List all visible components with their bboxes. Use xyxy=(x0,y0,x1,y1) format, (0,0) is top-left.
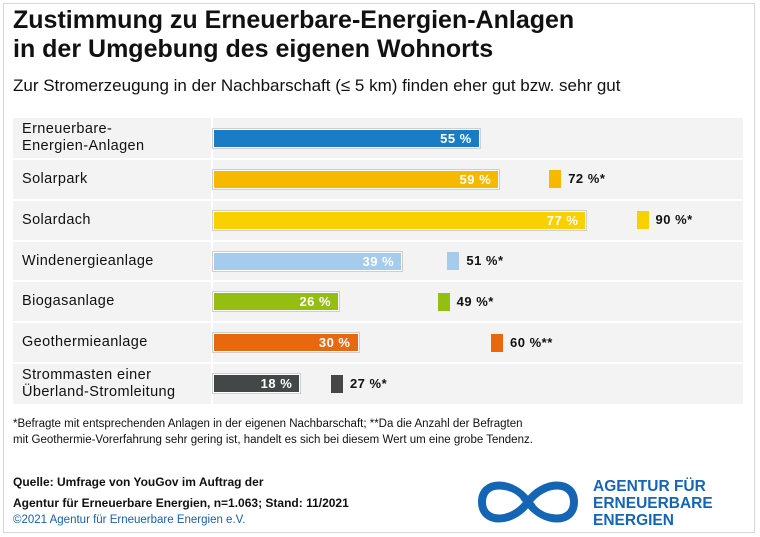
category-label-line: Strommasten einer xyxy=(22,366,152,383)
category-label-line: Überland-Stromleitung xyxy=(22,383,176,400)
bar-value-label: 26 % xyxy=(299,294,332,310)
category-label: Windenergieanlage xyxy=(22,253,154,270)
category-label: Strommasten einer Überland-Stromleitung xyxy=(22,367,175,401)
source-line-2: Agentur für Erneuerbare Energien, n=1.06… xyxy=(13,496,349,510)
bar-value-label: 55 % xyxy=(440,130,472,146)
category-label-line: Windenergieanlage xyxy=(22,252,154,269)
bar xyxy=(211,209,588,231)
category-label-line: Solardach xyxy=(22,211,91,228)
marker-value-label: 90 %* xyxy=(655,212,693,228)
bar xyxy=(211,250,404,272)
marker-square xyxy=(330,374,343,393)
row-divider xyxy=(13,362,743,365)
marker-value-label: 49 %* xyxy=(456,293,494,309)
marker-value-label: 51 %* xyxy=(466,253,504,268)
title-line-1: Zustimmung zu Erneuerbare-Energien-Anlag… xyxy=(13,6,575,34)
marker-square xyxy=(549,170,562,189)
copyright: ©2021 Agentur für Erneuerbare Energien e… xyxy=(13,514,246,526)
chart-subtitle: Zur Stromerzeugung in der Nachbarschaft … xyxy=(13,76,621,95)
category-label-line: Biogasanlage xyxy=(22,293,115,310)
figure-frame xyxy=(3,3,755,533)
bar xyxy=(211,168,501,190)
category-label: Solarpark xyxy=(22,171,88,188)
footnote: *Befragte mit entsprechenden Anlagen in … xyxy=(13,416,533,448)
source-line-1: Quelle: Umfrage von YouGov im Auftrag de… xyxy=(13,475,264,489)
bar xyxy=(211,291,341,313)
row-divider xyxy=(13,198,743,201)
bar-chart: Erneuerbare- Energien-Anlagen 55 % Solarpar… xyxy=(13,118,743,404)
category-label-line: Erneuerbare- xyxy=(22,121,113,138)
category-label-line: Geothermieanlage xyxy=(22,334,148,351)
category-label: Erneuerbare- Energien-Anlagen xyxy=(22,121,145,155)
category-label: Geothermieanlage xyxy=(22,334,148,351)
marker-value-label: 60 %** xyxy=(510,334,553,350)
logo-line-1: AGENTUR FÜR xyxy=(593,478,706,495)
bar xyxy=(212,127,481,149)
infinity-logo-icon xyxy=(477,481,579,523)
bar xyxy=(211,373,302,395)
bar-value-label: 59 % xyxy=(459,171,492,187)
logo-line-2: ERNEUERBARE xyxy=(593,495,713,512)
row-divider xyxy=(13,157,743,160)
marker-square xyxy=(447,252,460,270)
agency-logo-text: AGENTUR FÜR ERNEUERBARE ENERGIEN xyxy=(593,478,713,529)
row-divider xyxy=(13,239,743,242)
footnote-line-1: *Befragte mit entsprechenden Anlagen in … xyxy=(13,418,523,430)
marker-value-label: 27 %* xyxy=(349,375,388,391)
marker-square xyxy=(636,211,649,230)
marker-value-label: 72 %* xyxy=(568,171,606,187)
chart-title: Zustimmung zu Erneuerbare-Energien-Anlag… xyxy=(13,6,574,64)
label-column-separator xyxy=(211,118,213,404)
logo-line-3: ENERGIEN xyxy=(593,512,674,529)
bar-value-label: 39 % xyxy=(362,253,395,269)
source-note: Quelle: Umfrage von YouGov im Auftrag de… xyxy=(13,472,349,514)
category-label: Solardach xyxy=(22,212,91,229)
category-label-line: Solarpark xyxy=(22,170,88,187)
category-label: Biogasanlage xyxy=(22,293,115,310)
category-label-line: Energien-Anlagen xyxy=(22,138,145,155)
title-line-2: in der Umgebung des eigenen Wohnorts xyxy=(13,35,494,63)
bar xyxy=(212,332,360,354)
marker-square xyxy=(491,333,503,352)
bar-value-label: 77 % xyxy=(546,212,579,228)
footnote-line-2: mit Geothermie-Vorerfahrung sehr gering … xyxy=(13,434,533,446)
row-divider xyxy=(13,321,743,324)
bar-value-label: 18 % xyxy=(260,376,293,392)
bar-value-label: 30 % xyxy=(318,335,351,351)
marker-square xyxy=(437,292,450,311)
row-divider xyxy=(13,280,743,283)
